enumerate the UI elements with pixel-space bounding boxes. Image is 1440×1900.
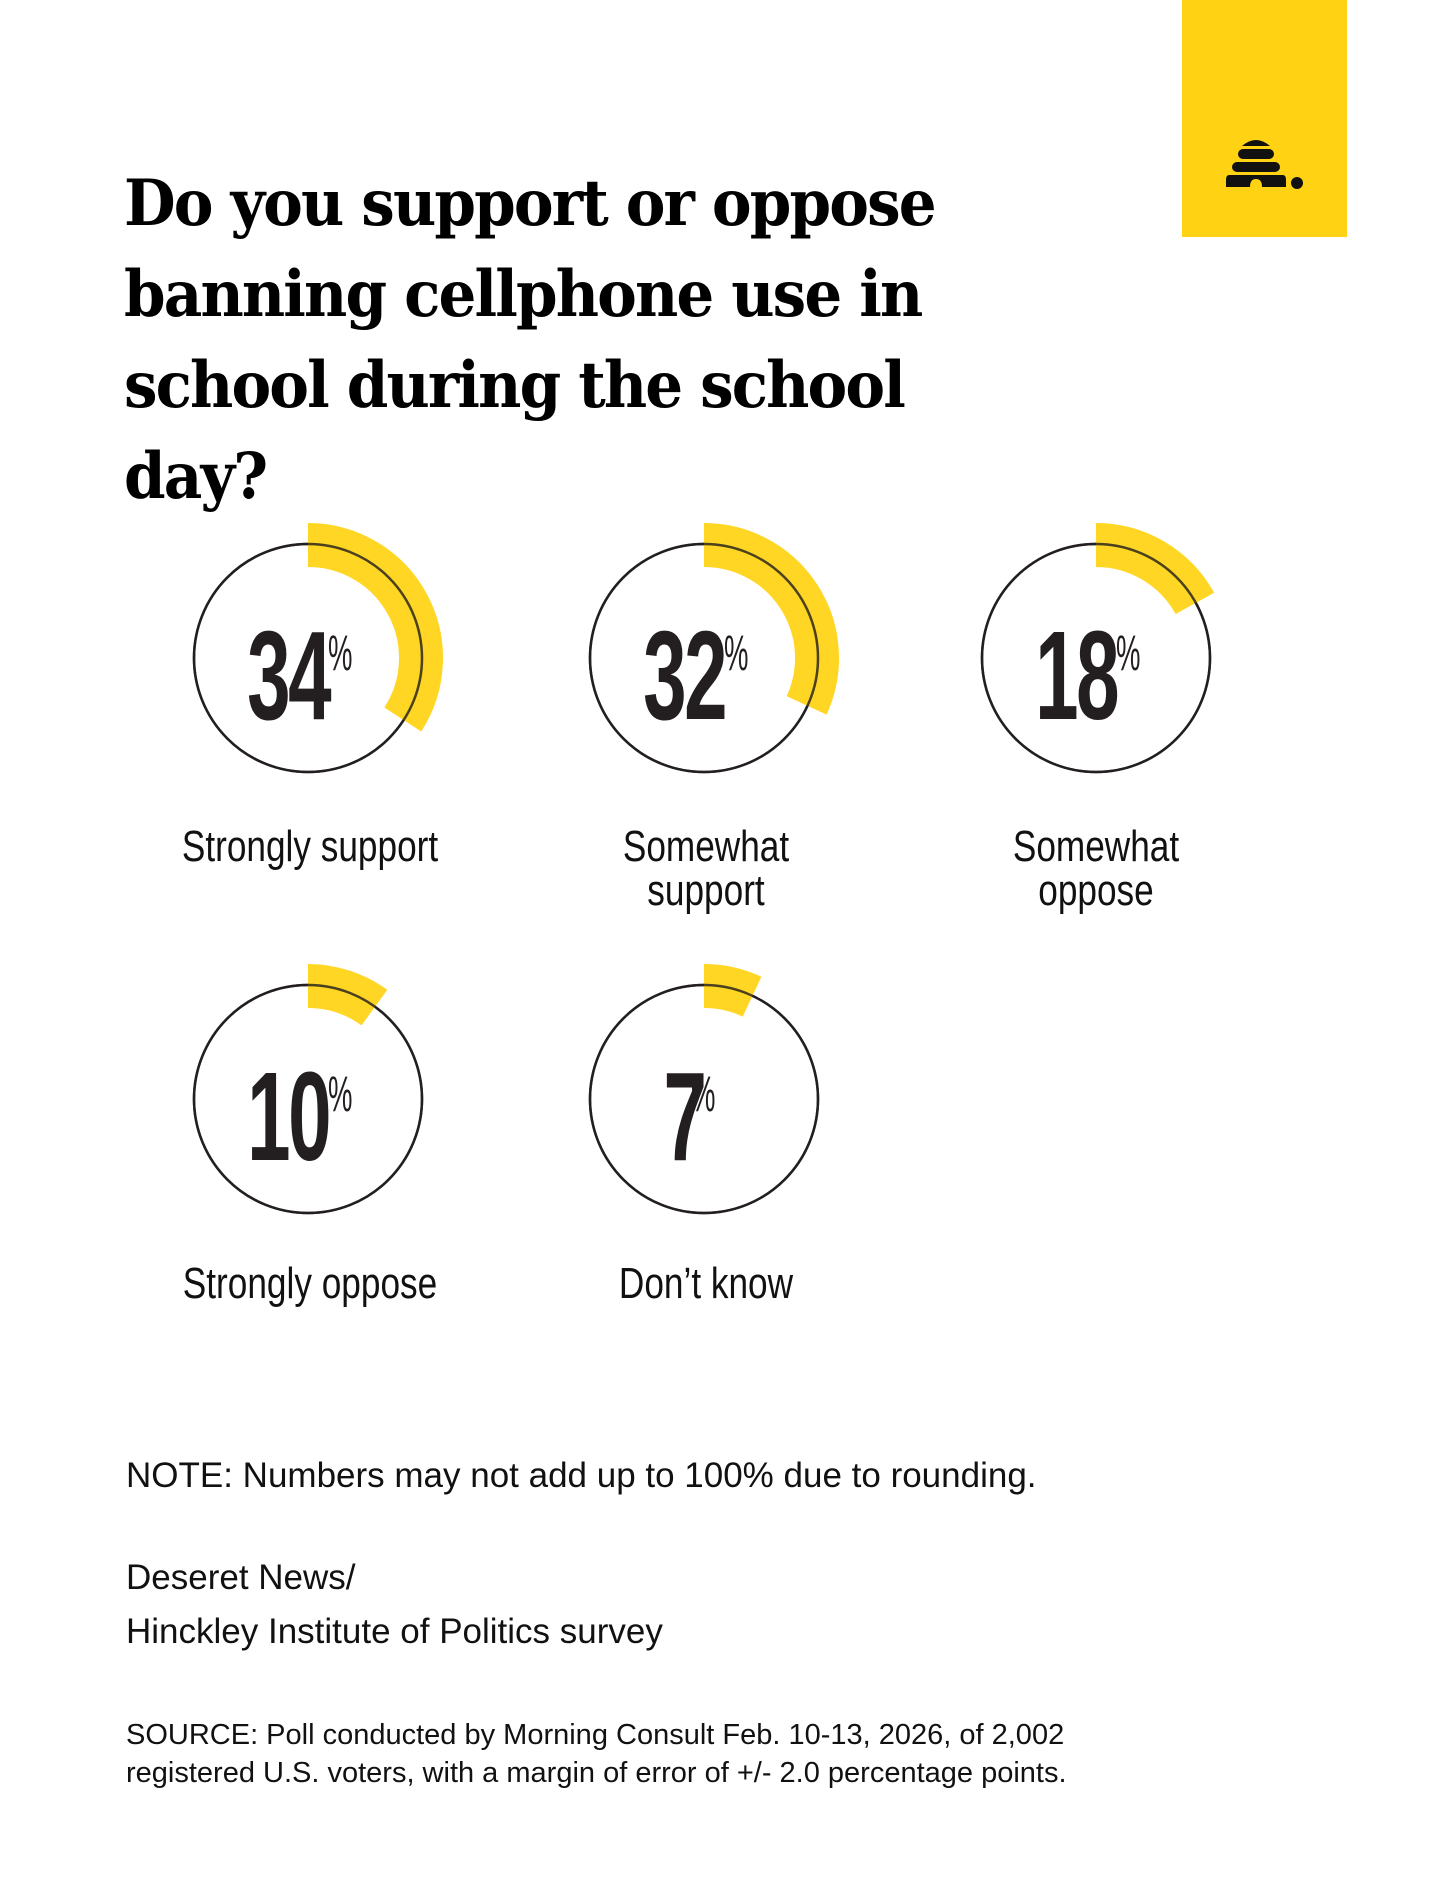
percent-sign: % <box>1115 625 1141 681</box>
ring-graphic <box>980 523 1215 774</box>
page-title: Do you support or oppose banning cellpho… <box>124 158 1054 522</box>
ring-graphic <box>588 523 839 774</box>
percent-value: 10 <box>246 1046 331 1187</box>
percent-sign: % <box>327 1066 353 1122</box>
ring-graphic <box>192 523 443 774</box>
source-note: SOURCE: Poll conducted by Morning Consul… <box>126 1716 1067 1792</box>
title-line-3: school during the school day? <box>124 348 906 514</box>
label-dont-know: Don’t know <box>618 1259 794 1308</box>
credit-line-1: Deseret News/ <box>126 1558 356 1597</box>
beehive-icon <box>1226 140 1303 189</box>
title-line-1: Do you support or oppose <box>124 166 937 241</box>
title-line-2: banning cellphone use in <box>124 257 923 332</box>
percent-value: 32 <box>642 605 727 746</box>
ring-chart-strongly-oppose: 10 % <box>168 959 448 1239</box>
rounding-note: NOTE: Numbers may not add up to 100% due… <box>126 1456 1037 1495</box>
ring-graphic <box>588 963 820 1215</box>
percent-value: 7 <box>663 1046 706 1187</box>
percent-value: 18 <box>1034 605 1119 746</box>
ring-chart-somewhat-oppose: 18 % <box>956 518 1236 798</box>
source-line-2: registered U.S. voters, with a margin of… <box>126 1757 1067 1789</box>
label-strongly-support: Strongly support <box>181 822 439 871</box>
percent-sign: % <box>723 625 749 681</box>
brand-logo-box <box>1182 0 1347 237</box>
label-somewhat-support: Somewhat support <box>622 822 790 915</box>
ring-chart-strongly-support: 34 % <box>168 518 448 798</box>
ring-chart-somewhat-support: 32 % <box>564 518 844 798</box>
percent-sign: % <box>690 1066 716 1122</box>
source-line-1: SOURCE: Poll conducted by Morning Consul… <box>126 1719 1065 1751</box>
credit-line-2: Hinckley Institute of Politics survey <box>126 1612 663 1651</box>
label-somewhat-oppose: Somewhat oppose <box>1012 822 1180 915</box>
percent-value: 34 <box>246 605 331 746</box>
label-strongly-oppose: Strongly oppose <box>182 1259 438 1308</box>
ring-chart-dont-know: 7 % <box>564 959 844 1239</box>
survey-credit: Deseret News/ Hinckley Institute of Poli… <box>126 1551 663 1659</box>
percent-sign: % <box>327 625 353 681</box>
ring-graphic <box>192 964 424 1215</box>
